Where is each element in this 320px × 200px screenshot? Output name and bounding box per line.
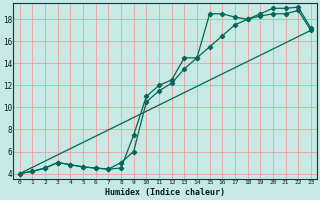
X-axis label: Humidex (Indice chaleur): Humidex (Indice chaleur) <box>105 188 225 197</box>
